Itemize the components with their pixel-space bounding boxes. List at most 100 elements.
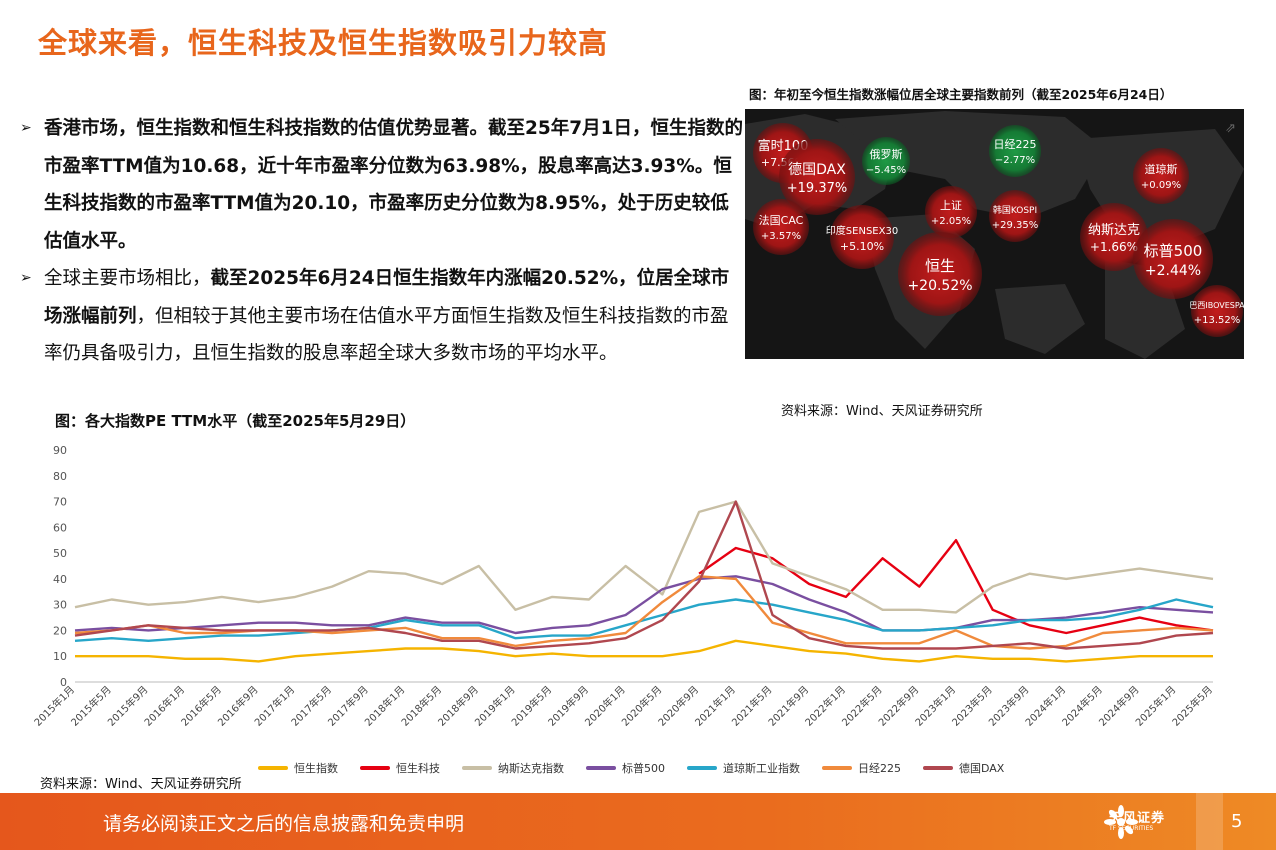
pe-ttm-chart-svg: 01020304050607080902015年1月2015年5月2015年9月… xyxy=(31,444,1215,729)
index-bubble-value: +29.35% xyxy=(992,220,1039,231)
y-tick-label: 60 xyxy=(53,521,67,534)
bullet-item-1: ➢ 香港市场，恒生指数和恒生科技指数的估值优势显著。截至25年7月1日，恒生指数… xyxy=(20,110,745,260)
y-tick-label: 10 xyxy=(53,650,67,663)
series-line-纳斯达克指数 xyxy=(74,500,1214,614)
bullet-arrow-icon: ➢ xyxy=(20,120,32,136)
legend-item: 道琼斯工业指数 xyxy=(687,760,800,776)
legend-label: 纳斯达克指数 xyxy=(498,762,564,775)
legend-item: 标普500 xyxy=(586,760,665,776)
index-bubble-value: +2.05% xyxy=(931,216,971,227)
footer-decoration xyxy=(1196,793,1223,850)
share-icon[interactable]: ⇗ xyxy=(1225,121,1236,136)
pe-ttm-chart: 0 10 20 30 40 50 60 70 80 90 2015年1月 2015年5月 2015年9月… xyxy=(0,436,1240,786)
index-bubble-name: 上证 xyxy=(940,199,962,212)
index-bubble xyxy=(989,125,1041,177)
index-bubble xyxy=(862,137,910,185)
legend-label: 德国DAX xyxy=(959,762,1005,775)
legend-swatch xyxy=(360,766,390,770)
legend-swatch xyxy=(586,766,616,770)
legend-item: 德国DAX xyxy=(923,760,1004,776)
page-number: 5 xyxy=(1231,811,1243,832)
legend-swatch xyxy=(687,766,717,770)
y-tick-label: 40 xyxy=(53,573,67,586)
y-tick-label: 70 xyxy=(53,496,67,509)
series-line-日经225 xyxy=(74,575,1214,650)
legend-label: 标普500 xyxy=(622,762,665,775)
chart-legend: 恒生指数 恒生科技 纳斯达克指数 标普500 道琼斯工业指数 日经225 德国DAX xyxy=(258,760,1026,776)
index-bubble-name: 印度SENSEX30 xyxy=(826,224,898,237)
legend-item: 日经225 xyxy=(822,760,901,776)
bullet-item-2: ➢ 全球主要市场相比，截至2025年6月24日恒生指数年内涨幅20.52%，位居… xyxy=(20,260,745,373)
index-bubble-name: 日经225 xyxy=(994,138,1037,151)
index-bubble-value: −5.45% xyxy=(866,165,906,176)
world-map-image: 富时100+7.56%德国DAX+19.37%俄罗斯−5.45%日经225−2.… xyxy=(745,111,1244,359)
index-bubble-name: 标普500 xyxy=(1144,242,1203,260)
index-bubble-value: −2.77% xyxy=(995,155,1035,166)
page-title: 全球来看，恒生科技及恒生指数吸引力较高 xyxy=(38,26,609,60)
index-bubble-value: +3.57% xyxy=(761,231,801,242)
index-bubble-value: +20.52% xyxy=(907,278,972,294)
index-bubble xyxy=(753,199,809,255)
y-tick-label: 80 xyxy=(53,470,67,483)
index-bubble-name: 纳斯达克 xyxy=(1088,223,1140,238)
index-bubble-name: 韩国KOSPI xyxy=(993,204,1037,216)
index-bubble-value: +1.66% xyxy=(1090,240,1138,254)
index-bubble xyxy=(898,232,982,316)
index-bubble-name: 巴西IBOVESPA xyxy=(1189,301,1244,310)
series-line-标普500 xyxy=(74,575,1214,635)
map-source: 资料来源：Wind、天风证券研究所 xyxy=(781,404,983,419)
index-bubble xyxy=(1133,148,1189,204)
index-bubble-value: +5.10% xyxy=(840,240,884,253)
series-line-道琼斯工业指数 xyxy=(74,598,1214,642)
legend-swatch xyxy=(822,766,852,770)
legend-label: 道琼斯工业指数 xyxy=(723,762,800,775)
index-bubble xyxy=(1191,285,1243,337)
legend-label: 日经225 xyxy=(858,762,901,775)
legend-item: 恒生指数 xyxy=(258,760,338,776)
chart-source: 资料来源：Wind、天风证券研究所 xyxy=(40,777,242,792)
legend-label: 恒生指数 xyxy=(294,762,338,775)
tf-logo-icon xyxy=(1104,805,1138,839)
index-bubble-value: +13.52% xyxy=(1194,315,1241,326)
index-bubble-value: +0.09% xyxy=(1141,180,1181,191)
map-caption: 图：年初至今恒生指数涨幅位居全球主要指数前列（截至2025年6月24日） xyxy=(749,87,1173,102)
bullet-list: ➢ 香港市场，恒生指数和恒生科技指数的估值优势显著。截至25年7月1日，恒生指数… xyxy=(20,110,745,373)
bullet-arrow-icon: ➢ xyxy=(20,270,32,286)
legend-swatch xyxy=(923,766,953,770)
y-tick-label: 50 xyxy=(53,547,67,560)
index-bubble-name: 德国DAX xyxy=(788,162,846,178)
index-bubble-value: +2.44% xyxy=(1145,263,1201,279)
index-bubble-name: 俄罗斯 xyxy=(870,148,903,161)
index-bubble xyxy=(779,139,855,215)
legend-label: 恒生科技 xyxy=(396,762,440,775)
bullet-2-text-b: 截至2025年6月24日恒生指数年内涨幅20.52%，位居全球市场涨幅前列 xyxy=(44,268,730,327)
y-tick-label: 30 xyxy=(53,599,67,612)
logo-subtext: TF SECURITIES xyxy=(1109,825,1154,832)
chart-caption: 图：各大指数PE TTM水平（截至2025年5月29日） xyxy=(55,412,416,430)
legend-item: 恒生科技 xyxy=(360,760,440,776)
series-line-德国DAX xyxy=(74,500,1214,650)
index-bubble-name: 法国CAC xyxy=(759,213,804,227)
index-bubble xyxy=(1133,219,1213,299)
index-bubble-name: 道琼斯 xyxy=(1145,162,1178,176)
y-tick-label: 90 xyxy=(53,444,67,457)
bullet-1-text: 香港市场，恒生指数和恒生科技指数的估值优势显著。截至25年7月1日，恒生指数的市… xyxy=(44,118,743,252)
index-bubble xyxy=(830,205,894,269)
footer-bar: 请务必阅读正文之后的信息披露和免责申明 天风证券 TF SECURITIES 5 xyxy=(0,793,1276,850)
legend-item: 纳斯达克指数 xyxy=(462,760,564,776)
index-bubble xyxy=(989,190,1041,242)
disclaimer-text: 请务必阅读正文之后的信息披露和免责申明 xyxy=(103,813,465,835)
logo-text: 天风证券 xyxy=(1109,811,1166,826)
legend-swatch xyxy=(258,766,288,770)
index-bubble xyxy=(1080,203,1148,271)
index-bubble-value: +19.37% xyxy=(787,181,847,196)
index-bubble xyxy=(925,186,977,238)
index-bubble-name: 恒生 xyxy=(925,257,955,275)
legend-swatch xyxy=(462,766,492,770)
bullet-2-text-a: 全球主要市场相比， xyxy=(44,268,211,289)
y-tick-label: 0 xyxy=(60,676,67,689)
series-line-恒生指数 xyxy=(75,639,1213,663)
world-index-map: 富时100+7.56%德国DAX+19.37%俄罗斯−5.45%日经225−2.… xyxy=(745,109,1244,359)
y-tick-label: 20 xyxy=(53,624,67,637)
bullet-2-text-c: ，但相较于其他主要市场在估值水平方面恒生指数及恒生科技指数的市盈率仍具备吸引力，… xyxy=(44,305,729,365)
